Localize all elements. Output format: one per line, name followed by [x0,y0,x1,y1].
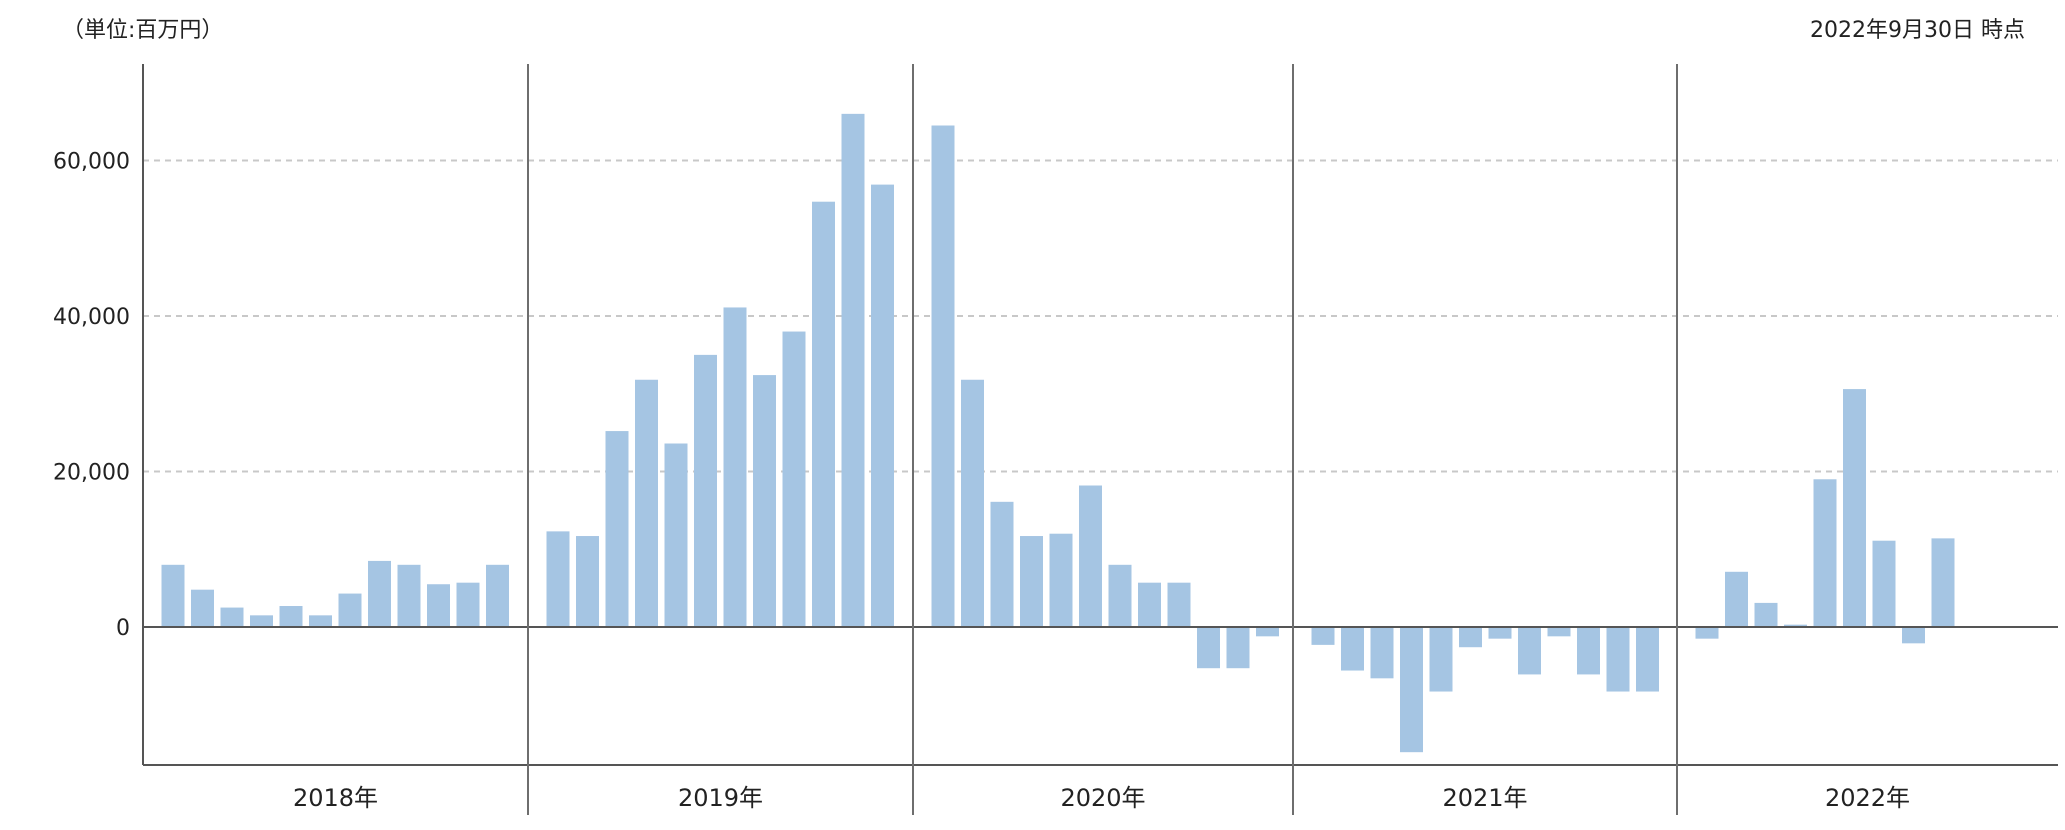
bar [1784,624,1807,627]
gridlines [143,159,2058,473]
bar [1872,540,1896,627]
y-tick-label: 60,000 [53,150,130,175]
bar [576,536,599,627]
y-tick-label: 20,000 [53,461,130,486]
bar [250,615,273,627]
x-year-label: 2020年 [1060,784,1145,812]
x-year-label: 2019年 [678,784,763,812]
bar [1843,389,1866,627]
bar [1108,564,1132,627]
labels: 0 20,000 40,000 60,000 2018年 2019年 2020年 2021年 2… [53,150,1910,813]
bar [1138,582,1161,627]
bar [368,560,391,627]
bar [1518,627,1541,675]
bar [635,379,658,627]
axes [142,64,2058,815]
bar [1226,627,1250,669]
bar [1197,627,1220,669]
bar [605,431,629,627]
bar [161,564,185,627]
bars [161,113,1955,753]
bar [1606,627,1630,692]
bar [1488,627,1512,639]
bar [1370,627,1394,679]
bar [1754,602,1778,627]
bar [1695,627,1719,639]
bar [1079,485,1102,627]
bar [931,125,955,627]
bar [191,589,214,627]
unit-label: （単位:百万円） [62,18,224,43]
bar [546,531,570,627]
bar [1049,533,1073,627]
bar [427,584,450,627]
bar [1813,479,1837,627]
bar [486,564,509,627]
y-tick-label: 40,000 [53,305,130,330]
bar [664,443,688,627]
bar [990,501,1014,627]
bar [1459,627,1482,648]
bar [961,379,984,627]
bar [1577,627,1600,675]
bar [1725,571,1748,627]
bar [1636,627,1659,692]
bar [1400,627,1423,753]
bar [338,593,362,627]
as-of-date: 2022年9月30日 時点 [1810,18,2025,43]
y-tick-label: 0 [116,616,130,641]
bar [1020,536,1043,627]
bar [812,201,835,627]
x-year-label: 2022年 [1825,784,1910,812]
bar [279,606,303,627]
bar [1256,627,1279,637]
bar [1341,627,1364,671]
bar [456,582,480,627]
bar [694,354,717,627]
x-year-label: 2021年 [1442,784,1527,812]
bar [1547,627,1571,637]
bar [782,331,806,627]
bar [753,375,776,627]
bar [841,113,865,628]
bar [1167,582,1191,627]
bar [309,615,332,627]
bar [1429,627,1453,692]
bar [723,307,747,627]
bar [220,607,244,627]
bar [397,564,421,627]
bar [1311,627,1335,645]
bar [1902,627,1925,644]
bar [871,184,894,628]
x-year-label: 2018年 [293,784,378,812]
bar [1931,538,1955,627]
